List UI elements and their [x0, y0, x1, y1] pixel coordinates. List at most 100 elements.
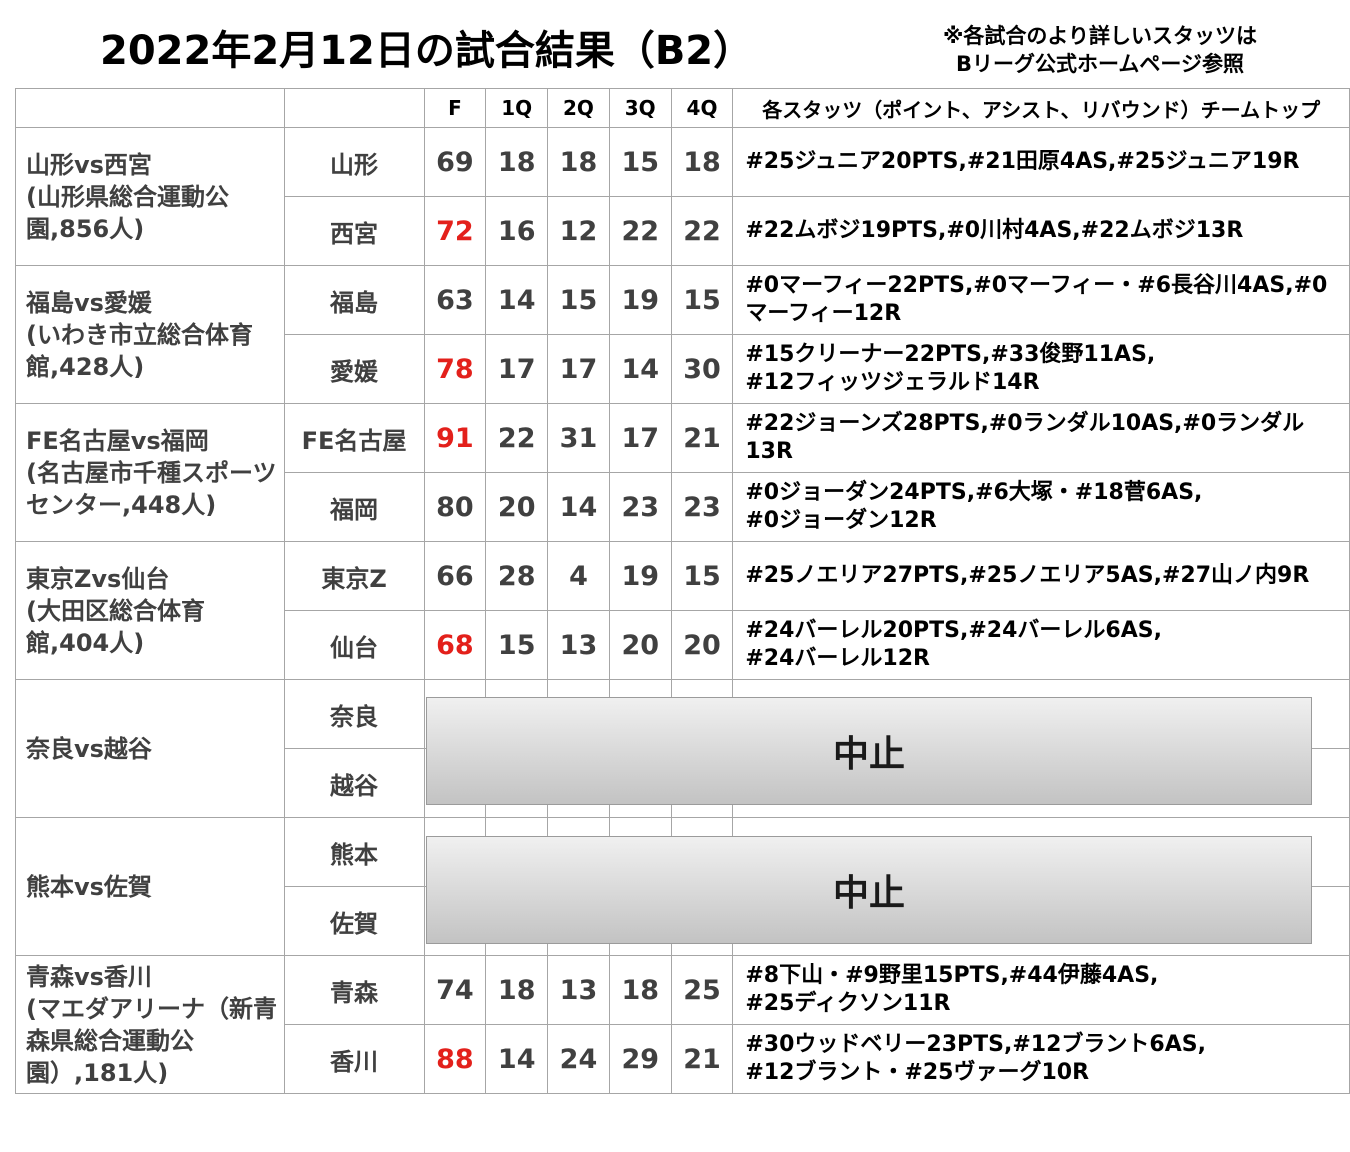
- team-row: 香川 88 14 24 29 21 #30ウッドベリー23PTS,#12ブラント6AS, #…: [16, 1024, 1350, 1094]
- score-quarter: 15: [670, 541, 734, 611]
- score-quarter: 21: [670, 403, 734, 473]
- header-row: F 1Q 2Q 3Q 4Q 各スタッツ（ポイント、アシスト、リバウンド）チームトップ: [15, 88, 1350, 128]
- team-row: FE名古屋vs福岡 (名古屋市千種スポーツセンター,448人) FE名古屋 91 22…: [15, 403, 1350, 542]
- team-row: 東京Zvs仙台 (大田区総合体育館,404人) 東京Z 66 28 4 19 15 #25ノエ…: [15, 541, 1350, 680]
- score-final: 80: [423, 472, 487, 542]
- score-quarter: 15: [670, 265, 734, 335]
- game-label: 福島vs愛媛 (いわき市立総合体育館,428人): [15, 265, 285, 404]
- header-cell: 4Q: [670, 88, 734, 128]
- stats-note: ※各試合のより詳しいスタッツは Bリーグ公式ホームページ参照: [930, 22, 1270, 78]
- team-name: 愛媛: [283, 334, 425, 404]
- game-label: 熊本vs佐賀: [15, 817, 285, 956]
- stats-note-line: ※各試合のより詳しいスタッツは: [943, 24, 1257, 48]
- score-final: 78: [423, 334, 487, 404]
- team-name: 熊本: [283, 817, 425, 887]
- score-quarter: 14: [485, 1024, 549, 1094]
- team-stats: #22ムボジ19PTS,#0川村4AS,#22ムボジ13R: [732, 196, 1350, 266]
- score-quarter: 12: [547, 196, 610, 266]
- score-final: 88: [423, 1024, 487, 1094]
- score-quarter: 18: [670, 127, 734, 197]
- team-row: 青森vs香川 (マエダアリーナ（新青森県総合運動公園）,181人) 青森 74 18 1…: [15, 955, 1350, 1094]
- score-quarter: 29: [608, 1024, 672, 1094]
- page-title: 2022年2月12日の試合結果（B2）: [100, 28, 754, 74]
- score-quarter: 30: [670, 334, 734, 404]
- score-quarter: 17: [485, 334, 549, 404]
- team-stats: #15クリーナー22PTS,#33俊野11AS, #12フィッツジェラルド14R: [732, 334, 1350, 404]
- score-final: 69: [423, 127, 487, 197]
- score-quarter: 14: [608, 334, 672, 404]
- team-stats: #24バーレル20PTS,#24バーレル6AS, #24バーレル12R: [732, 610, 1350, 680]
- score-final: 63: [423, 265, 487, 335]
- team-stats: #25ジュニア20PTS,#21田原4AS,#25ジュニア19R: [732, 127, 1350, 197]
- team-name: 青森: [283, 955, 425, 1025]
- score-quarter: 14: [485, 265, 549, 335]
- score-quarter: 31: [547, 403, 610, 473]
- team-name: 越谷: [283, 748, 425, 818]
- score-final: 66: [423, 541, 487, 611]
- score-quarter: 22: [670, 196, 734, 266]
- game-label: FE名古屋vs福岡 (名古屋市千種スポーツセンター,448人): [15, 403, 285, 542]
- score-quarter: 17: [608, 403, 672, 473]
- score-final: 74: [423, 955, 487, 1025]
- team-row: 山形vs西宮 (山形県総合運動公園,856人) 山形 69 18 18 15 18 #25ジュ…: [15, 127, 1350, 266]
- team-row: 福島vs愛媛 (いわき市立総合体育館,428人) 福島 63 14 15 19 15 #0マー…: [15, 265, 1350, 404]
- team-name: FE名古屋: [283, 403, 425, 473]
- score-final: 68: [423, 610, 487, 680]
- team-stats: #25ノエリア27PTS,#25ノエリア5AS,#27山ノ内9R: [732, 541, 1350, 611]
- score-quarter: 25: [670, 955, 734, 1025]
- header-cell: F: [423, 88, 487, 128]
- score-final: 72: [423, 196, 487, 266]
- score-quarter: 18: [485, 127, 549, 197]
- game-label: 山形vs西宮 (山形県総合運動公園,856人): [15, 127, 285, 266]
- score-quarter: 15: [547, 265, 610, 335]
- score-quarter: 16: [485, 196, 549, 266]
- team-stats: #30ウッドベリー23PTS,#12ブラント6AS, #12ブラント・#25ヴァ…: [732, 1024, 1350, 1094]
- score-quarter: 22: [485, 403, 549, 473]
- score-quarter: 22: [608, 196, 672, 266]
- cancelled-banner: 中止: [426, 697, 1312, 805]
- score-quarter: 17: [547, 334, 610, 404]
- score-quarter: 13: [547, 610, 610, 680]
- header-cell: 3Q: [608, 88, 672, 128]
- team-name: 山形: [283, 127, 425, 197]
- score-quarter: 19: [608, 265, 672, 335]
- results-table: F 1Q 2Q 3Q 4Q 各スタッツ（ポイント、アシスト、リバウンド）チームトップ 山形v…: [15, 88, 1350, 1094]
- team-name: 香川: [283, 1024, 425, 1094]
- score-quarter: 15: [485, 610, 549, 680]
- team-row: 福岡 80 20 14 23 23 #0ジョーダン24PTS,#6大塚・#18菅6AS, #…: [16, 472, 1350, 542]
- team-name: 仙台: [283, 610, 425, 680]
- stats-note-line: Bリーグ公式ホームページ参照: [956, 52, 1244, 76]
- team-name: 奈良: [283, 679, 425, 749]
- score-quarter: 24: [547, 1024, 610, 1094]
- team-stats: #0ジョーダン24PTS,#6大塚・#18菅6AS, #0ジョーダン12R: [732, 472, 1350, 542]
- team-row: 西宮 72 16 12 22 22 #22ムボジ19PTS,#0川村4AS,#22ムボジ13…: [16, 196, 1350, 266]
- header-cell: [15, 88, 285, 128]
- score-quarter: 19: [608, 541, 672, 611]
- header-cell: 1Q: [485, 88, 549, 128]
- header-cell: 各スタッツ（ポイント、アシスト、リバウンド）チームトップ: [732, 88, 1350, 128]
- team-name: 西宮: [283, 196, 425, 266]
- game-label: 青森vs香川 (マエダアリーナ（新青森県総合運動公園）,181人): [15, 955, 285, 1094]
- score-quarter: 18: [608, 955, 672, 1025]
- score-quarter: 14: [547, 472, 610, 542]
- score-quarter: 28: [485, 541, 549, 611]
- score-quarter: 20: [670, 610, 734, 680]
- team-row: 熊本vs佐賀 熊本: [15, 817, 1350, 956]
- header-cell: 2Q: [547, 88, 610, 128]
- score-quarter: 23: [670, 472, 734, 542]
- team-name: 福岡: [283, 472, 425, 542]
- score-quarter: 20: [608, 610, 672, 680]
- team-name: 東京Z: [283, 541, 425, 611]
- score-quarter: 23: [608, 472, 672, 542]
- score-quarter: 4: [547, 541, 610, 611]
- team-stats: #0マーフィー22PTS,#0マーフィー・#6長谷川4AS,#0マーフィー12R: [732, 265, 1350, 335]
- score-quarter: 20: [485, 472, 549, 542]
- header-cell: [283, 88, 425, 128]
- team-stats: #8下山・#9野里15PTS,#44伊藤4AS, #25ディクソン11R: [732, 955, 1350, 1025]
- team-stats: #22ジョーンズ28PTS,#0ランダル10AS,#0ランダル13R: [732, 403, 1350, 473]
- game-label: 奈良vs越谷: [15, 679, 285, 818]
- cancelled-banner: 中止: [426, 836, 1312, 944]
- score-quarter: 18: [547, 127, 610, 197]
- score-quarter: 21: [670, 1024, 734, 1094]
- team-name: 佐賀: [283, 886, 425, 956]
